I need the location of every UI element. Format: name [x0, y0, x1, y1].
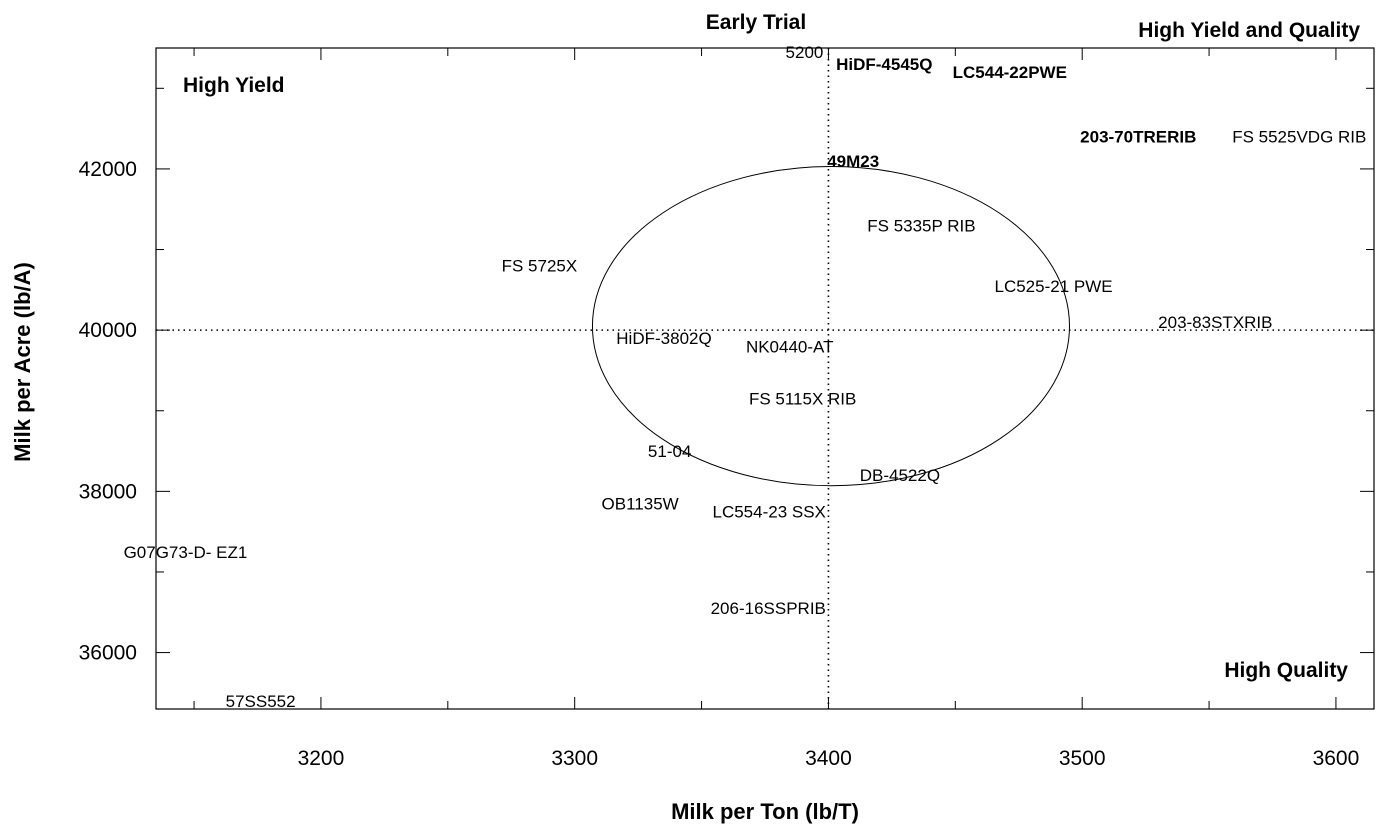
point-label: OB1135W: [602, 494, 679, 513]
point-label: 49M23: [827, 152, 879, 171]
point-label: 206-16SSPRIB: [711, 599, 826, 618]
reference-lines: [156, 48, 1374, 709]
point-label: 203-70TRERIB: [1080, 128, 1196, 147]
point-label: 57SS552: [226, 692, 296, 711]
y-tick-label: 42000: [79, 158, 137, 181]
point-label: LC544-22PWE: [953, 63, 1067, 82]
y-tick-label: 36000: [79, 642, 137, 665]
point-label: FS 5115X RIB: [749, 390, 856, 409]
point-label: FS 5725X: [502, 257, 578, 276]
plot-area-frame: [155, 47, 1375, 710]
quadrant-label-early-trial: Early Trial: [706, 11, 806, 34]
x-tick-label: 3600: [1313, 747, 1360, 770]
y-tick-label: 38000: [79, 480, 137, 503]
quadrant-label-high-yield-and-quality: High Yield and Quality: [1138, 19, 1360, 42]
point-label: LC554-23 SSX: [712, 503, 825, 522]
point-label: LC525-21 PWE: [995, 277, 1113, 296]
point-label: HiDF-4545Q: [836, 55, 932, 74]
quadrant-label-high-yield: High Yield: [183, 74, 285, 97]
x-tick-label: 3300: [551, 747, 598, 770]
x-tick-label: 3400: [805, 747, 852, 770]
highlight-ellipse: [591, 165, 1070, 487]
point-label: 51-04: [648, 442, 691, 461]
x-tick-label: 3200: [298, 747, 345, 770]
point-label: DB-4522Q: [860, 466, 940, 485]
y-tick-label: 40000: [79, 319, 137, 342]
x-axis-title: Milk per Ton (lb/T): [671, 799, 859, 824]
y-tick-labels: 36000 38000 40000 42000: [79, 158, 137, 665]
point-label: NK0440-AT: [746, 337, 834, 356]
y-axis-title: Milk per Acre (lb/A): [10, 262, 35, 462]
point-label: 5200: [786, 43, 824, 62]
point-label: FS 5525VDG RIB: [1232, 128, 1366, 147]
x-tick-labels: 3200 3300 3400 3500 3600: [298, 747, 1360, 770]
point-labels: 5200 HiDF-4545Q LC544-22PWE 203-70TRERIB FS …: [124, 43, 1367, 711]
point-label: HiDF-3802Q: [616, 329, 711, 348]
x-tick-label: 3500: [1059, 747, 1106, 770]
point-label: 203-83STXRIB: [1158, 313, 1272, 332]
point-label: G07G73-D- EZ1: [124, 543, 248, 562]
point-label: FS 5335P RIB: [867, 216, 975, 235]
quadrant-label-high-quality: High Quality: [1224, 659, 1348, 682]
